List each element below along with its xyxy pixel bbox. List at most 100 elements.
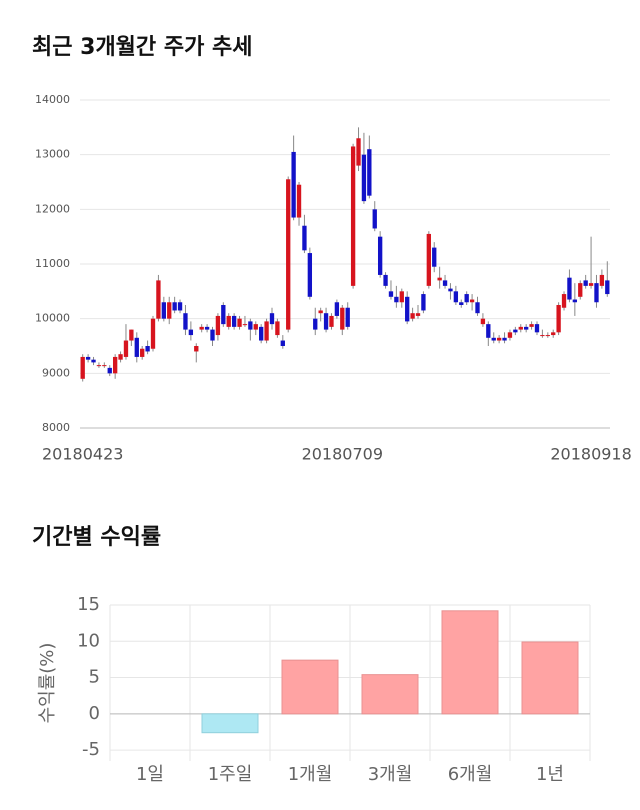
candle-body bbox=[280, 340, 285, 346]
candle-body bbox=[367, 149, 372, 196]
candle-body bbox=[145, 346, 150, 352]
candle-body bbox=[594, 283, 599, 303]
candle-body bbox=[156, 280, 161, 319]
candle-body bbox=[491, 337, 496, 341]
x-tick-label: 1년 bbox=[536, 764, 564, 785]
candle-body bbox=[507, 332, 513, 338]
candle-body bbox=[486, 324, 491, 338]
candle-body bbox=[475, 302, 480, 314]
candle-body bbox=[221, 305, 226, 325]
candle-body bbox=[107, 367, 112, 374]
bar bbox=[521, 641, 579, 715]
candle-body bbox=[534, 324, 540, 333]
candle-body bbox=[275, 321, 280, 336]
candle-body bbox=[215, 315, 221, 336]
candle-body bbox=[161, 302, 166, 319]
candle-body bbox=[313, 318, 318, 330]
candle-body bbox=[567, 277, 572, 300]
candle-body bbox=[80, 356, 85, 379]
chart-title: 최근 3개월간 주가 추세 bbox=[32, 35, 252, 60]
candle-body bbox=[459, 302, 464, 305]
candle-body bbox=[134, 337, 139, 357]
candle-body bbox=[410, 313, 415, 319]
candle-body bbox=[442, 280, 448, 286]
candle-body bbox=[572, 299, 578, 303]
candle-body bbox=[194, 346, 199, 352]
candle-body bbox=[291, 151, 296, 218]
x-tick-label: 1개월 bbox=[288, 764, 333, 785]
bar bbox=[441, 610, 499, 715]
candle-body bbox=[253, 324, 258, 330]
y-tick-label: 15 bbox=[77, 594, 100, 615]
candle-body bbox=[172, 302, 177, 311]
candle-body bbox=[551, 332, 556, 336]
candle-body bbox=[248, 321, 253, 330]
y-tick-label: 10000 bbox=[35, 312, 70, 325]
candle-body bbox=[199, 326, 204, 330]
candle-body bbox=[112, 356, 118, 374]
y-tick-label: 13000 bbox=[35, 148, 70, 161]
candle-body bbox=[432, 247, 437, 267]
candle-body bbox=[388, 291, 394, 297]
candle-body bbox=[91, 359, 96, 363]
candle-body bbox=[453, 291, 459, 303]
candle-body bbox=[264, 321, 269, 341]
candle-body bbox=[177, 302, 183, 311]
candle-body bbox=[340, 307, 345, 330]
candle-body bbox=[518, 326, 523, 330]
x-tick-label: 3개월 bbox=[368, 764, 413, 785]
y-tick-label: 10 bbox=[77, 630, 100, 651]
candle-body bbox=[377, 236, 383, 275]
y-axis-title: 수익률(%) bbox=[37, 643, 58, 724]
candle-body bbox=[578, 283, 583, 297]
x-tick-label: 20180423 bbox=[42, 445, 123, 464]
candle-body bbox=[394, 296, 399, 303]
candle-body bbox=[583, 280, 588, 286]
x-tick-label: 1주일 bbox=[208, 764, 253, 785]
candle-body bbox=[437, 277, 442, 281]
candle-body bbox=[242, 324, 248, 326]
y-tick-label: 12000 bbox=[35, 202, 70, 215]
candle-body bbox=[448, 288, 453, 292]
candle-body bbox=[150, 318, 156, 349]
y-tick-label: 8000 bbox=[42, 421, 70, 434]
candle-body bbox=[237, 318, 242, 327]
candle-body bbox=[167, 302, 172, 319]
candle-body bbox=[307, 253, 313, 297]
candle-body bbox=[605, 280, 610, 295]
candle-body bbox=[129, 329, 134, 341]
candle-body bbox=[540, 335, 545, 337]
candle-body bbox=[329, 315, 334, 327]
candle-body bbox=[415, 313, 421, 316]
candle-body bbox=[183, 313, 188, 330]
candle-body bbox=[231, 315, 237, 327]
y-tick-label: 9000 bbox=[42, 366, 70, 379]
candle-body bbox=[599, 274, 605, 286]
candle-body bbox=[345, 307, 350, 327]
candle-body bbox=[502, 337, 507, 341]
y-tick-label: 14000 bbox=[35, 93, 70, 106]
candle-body bbox=[545, 335, 550, 337]
candle-body bbox=[118, 354, 123, 360]
candle-body bbox=[296, 184, 302, 218]
y-tick-label: 11000 bbox=[35, 257, 70, 270]
candle-body bbox=[334, 302, 340, 316]
candle-body bbox=[469, 299, 475, 303]
y-tick-label: -5 bbox=[82, 739, 100, 760]
x-tick-label: 6개월 bbox=[448, 764, 493, 785]
candle-body bbox=[356, 138, 361, 166]
candle-body bbox=[556, 305, 561, 333]
candle-body bbox=[323, 313, 329, 330]
candle-body bbox=[496, 337, 502, 341]
x-tick-label: 20180709 bbox=[302, 445, 383, 464]
candle-body bbox=[318, 310, 323, 314]
candle-body bbox=[361, 154, 367, 202]
candle-body bbox=[123, 340, 129, 357]
candle-body bbox=[259, 326, 264, 341]
chart-title: 기간별 수익률 bbox=[32, 525, 161, 550]
y-tick-label: 0 bbox=[89, 703, 100, 724]
candle-body bbox=[210, 329, 215, 341]
bar bbox=[281, 659, 339, 715]
candle-body bbox=[302, 225, 307, 251]
